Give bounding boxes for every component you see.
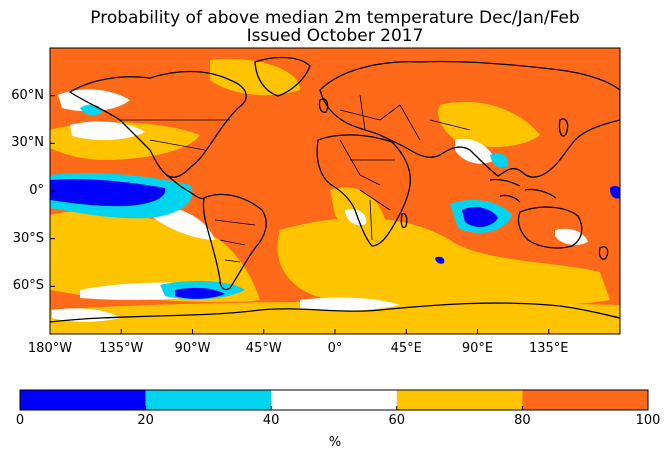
lon-tick-label: 0° [327, 341, 343, 356]
blue-region [50, 179, 166, 207]
colorbar-tick-label: 20 [137, 413, 154, 428]
colorbar-bin [396, 390, 523, 410]
colorbar-unit-label: % [328, 435, 342, 450]
white-region [58, 89, 130, 112]
lon-tick-label: 45°E [390, 341, 422, 356]
country-border [339, 139, 395, 241]
country-border [214, 219, 256, 263]
colorbar-tick-label: 80 [514, 413, 531, 428]
white-region [300, 297, 400, 311]
lon-tick-label: 90°E [461, 341, 494, 356]
madagascar-coast [400, 212, 408, 229]
blue-region [435, 256, 445, 264]
uk-coast [318, 98, 329, 114]
lon-tick-label: 45°W [245, 341, 282, 356]
colorbar-tick-label: 0 [15, 413, 25, 428]
north-america-coast [68, 70, 247, 178]
colorbar-bin [522, 390, 648, 410]
longitude-ticks [49, 329, 550, 334]
colorbar-frame [19, 389, 649, 411]
colorbar-tick-label: 40 [262, 413, 280, 428]
lat-tick-label: 60°S [12, 278, 44, 294]
blue-region [610, 185, 620, 199]
yellow-region [210, 59, 300, 96]
central-america-coast [167, 175, 205, 200]
white-region [555, 228, 588, 245]
colorbar-tick-label: 60 [388, 413, 406, 428]
blue-region [175, 287, 225, 299]
new-zealand-coast [598, 246, 609, 260]
blue-region [462, 207, 498, 227]
yellow-region [120, 227, 205, 258]
lon-tick-label: 180°W [27, 341, 73, 356]
lat-tick-label: 0° [29, 183, 44, 198]
white-region [345, 208, 367, 226]
country-border [339, 94, 471, 141]
country-border [120, 119, 230, 151]
coastlines [50, 56, 620, 323]
colorbar-tick-label: 100 [635, 413, 661, 428]
colorbar [19, 389, 649, 411]
country-borders [120, 94, 471, 263]
south-america-coast [202, 193, 267, 291]
yellow-region [438, 101, 540, 147]
australia-coast [517, 206, 583, 249]
lon-tick-label: 135°W [99, 341, 144, 356]
colorbar-bin [20, 390, 146, 410]
lat-tick-label: 60°N [11, 87, 44, 103]
japan-coast [558, 118, 569, 137]
colorbar-bin [145, 390, 272, 410]
eurasia-coast [319, 60, 620, 178]
blue-probability-regions [50, 179, 620, 299]
yellow-region [50, 301, 620, 334]
lat-tick-label: 30°S [12, 230, 44, 246]
greenland-coast [254, 56, 311, 97]
lon-tick-label: 90°W [174, 341, 211, 356]
figure-title: Probability of above median 2m temperatu… [90, 8, 580, 28]
colorbar-bin [271, 390, 397, 410]
white-region [455, 138, 495, 164]
cyan-region [490, 153, 509, 168]
latitude-ticks [50, 95, 55, 287]
africa-coast [316, 134, 411, 247]
indonesia-coast [489, 178, 557, 203]
antarctica-coast [50, 302, 620, 323]
lat-tick-label: 30°N [11, 135, 44, 151]
lon-tick-label: 135°E [528, 341, 569, 356]
figure-subtitle: Issued October 2017 [246, 26, 424, 46]
